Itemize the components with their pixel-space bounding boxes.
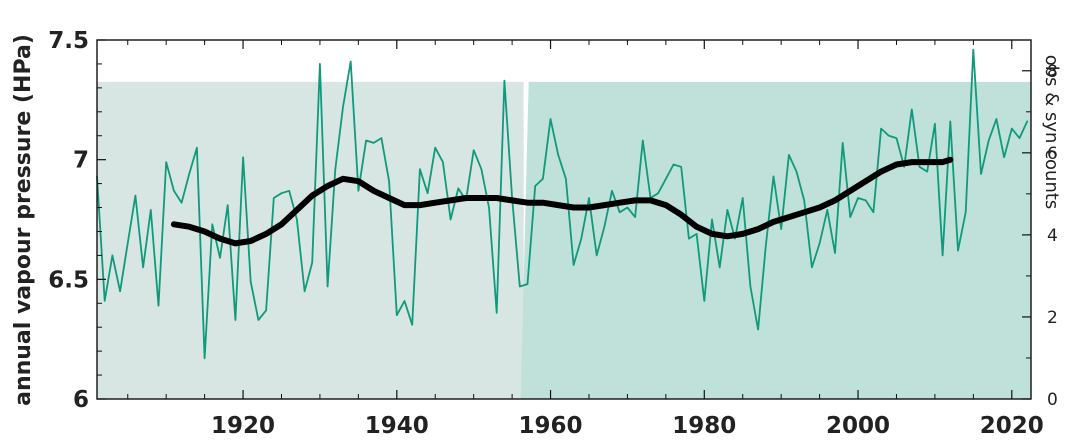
y-tick-label: 6 — [73, 387, 89, 413]
smoothed-series-line — [170, 156, 954, 247]
y-tick-label: 7 — [73, 148, 89, 174]
y2-tick-label: 8 — [1047, 62, 1058, 82]
y-tick-label: 7.5 — [48, 28, 89, 54]
x-tick-label: 1980 — [672, 413, 736, 439]
y-tick-label: 6.5 — [48, 267, 89, 293]
x-tick-label: 2020 — [980, 413, 1044, 439]
x-tick-label: 1920 — [211, 413, 275, 439]
counts-area-1 — [97, 81, 524, 399]
x-tick-label: 2000 — [826, 413, 890, 439]
series-layer — [96, 48, 1029, 360]
y2-tick-label: 2 — [1047, 308, 1058, 328]
counts-area-2 — [520, 81, 1031, 399]
y2-axis-title: obs & syn counts — [1041, 55, 1062, 210]
y2-tick-label: 4 — [1047, 226, 1058, 246]
x-tick-label: 1940 — [365, 413, 429, 439]
ticks: 1920 1940 1960 1980 2000 2020 6 6.5 7 7.5 0 2 4 6 8 — [48, 28, 1058, 439]
plot-frame — [96, 39, 1032, 400]
axes — [96, 39, 1032, 400]
y2-tick-label: 6 — [1047, 144, 1058, 164]
y2-tick-label: 0 — [1047, 390, 1058, 410]
y-axis-title: annual vapour pressure (HPa) — [11, 34, 36, 406]
annual-series-line — [96, 48, 1029, 360]
x-tick-label: 1960 — [519, 413, 583, 439]
